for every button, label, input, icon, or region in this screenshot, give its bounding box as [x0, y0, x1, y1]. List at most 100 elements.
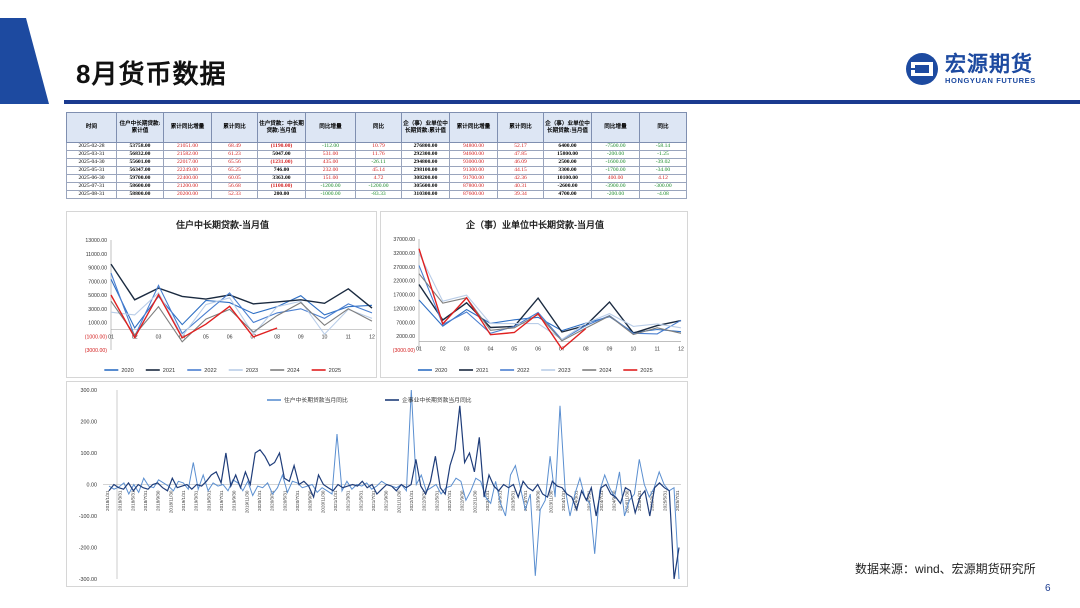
y-tick-label: 22000.00: [393, 279, 415, 285]
table-row: 2025-08-31 58800.00 20200.00 52.33 200.00 -10…: [66, 190, 687, 199]
table-cell: 4.72: [355, 174, 402, 183]
x-tick-label: 2018/7/31: [143, 490, 148, 511]
x-tick-label: 2023/5/31: [510, 490, 515, 511]
table-cell: 200.00: [257, 190, 306, 199]
x-tick-label: 2024/1/31: [561, 490, 566, 511]
legend-label-2020: 2020: [121, 368, 133, 374]
table-cell: 435.00: [305, 158, 356, 167]
data-source-note: 数据来源：wind、宏源期货研究所: [855, 562, 1036, 576]
chart-title: 企（事）业单位中长期贷款-当月值: [465, 219, 604, 230]
x-tick-label: 05: [203, 334, 209, 340]
table-cell: 56.68: [211, 182, 258, 191]
table-row: 2025-04-30 55601.00 22017.00 65.56 (1231.00)…: [66, 158, 687, 167]
x-tick-label: 04: [488, 347, 494, 353]
x-tick-label: 2021/1/31: [333, 490, 338, 511]
y-tick-label: 1000.00: [88, 321, 107, 327]
table-cell: -34.00: [639, 166, 687, 175]
table-cell: 39.34: [497, 190, 544, 199]
table-header-8: 累计同比增量: [449, 112, 498, 143]
x-tick-label: 2018/3/31: [118, 490, 123, 511]
table-header-12: 同比: [639, 112, 687, 143]
table-cell: -200.00: [591, 190, 640, 199]
table-row: 2025-06-30 59700.00 22400.00 60.05 3363.00 15…: [66, 174, 687, 183]
x-tick-label: 2022/1/31: [409, 490, 414, 511]
y-tick-label: -200.00: [79, 546, 97, 552]
y-tick-label: 7000.00: [396, 320, 415, 326]
table-header-6: 同比: [355, 112, 402, 143]
table-cell: 21200.00: [163, 182, 212, 191]
x-tick-label: 2018/1/31: [105, 490, 110, 511]
x-tick-label: 12: [678, 347, 684, 353]
table-cell: 47.85: [497, 150, 544, 159]
table-cell: -1.25: [639, 150, 687, 159]
legend-label-2020: 2020: [435, 368, 447, 374]
table-header-0: 时间: [66, 112, 117, 143]
company-logo: 宏源期货 HONGYUAN FUTURES: [905, 52, 1036, 86]
table-cell: (1100.00): [257, 182, 306, 191]
table-cell: 298100.00: [401, 166, 450, 175]
table-cell: 22017.00: [163, 158, 212, 167]
x-tick-label: 2025/5/31: [662, 490, 667, 511]
table-cell: -1200.00: [355, 182, 402, 191]
x-tick-label: 2023/1/31: [485, 490, 490, 511]
x-tick-label: 2024/11/30: [624, 490, 629, 513]
table-header-row: 时间 住户中长期贷款:累计值 累计同比增量 累计同比 住户贷款：中长期贷款:当月值 同比增…: [66, 112, 687, 143]
table-cell: 60.05: [211, 174, 258, 183]
page-title: 8月货币数据: [76, 59, 227, 89]
table-cell: 53758.00: [116, 142, 164, 151]
chart-title: 住户中长期贷款-当月值: [176, 219, 269, 230]
table-cell: 68.49: [211, 142, 258, 151]
x-tick-label: 12: [369, 334, 375, 340]
y-tick-label: 100.00: [81, 451, 98, 457]
table-cell: 65.25: [211, 166, 258, 175]
table-cell: 531.00: [305, 150, 356, 159]
table-cell: 21051.00: [163, 142, 212, 151]
table-cell: 42.36: [497, 174, 544, 183]
y-tick-label: 9000.00: [88, 266, 107, 272]
table-cell: 3363.00: [257, 174, 306, 183]
x-tick-label: 2022/5/31: [434, 490, 439, 511]
table-cell: -112.00: [305, 142, 356, 151]
table-cell: -200.00: [591, 150, 640, 159]
table-cell: -2600.00: [543, 182, 592, 191]
x-tick-label: 01: [416, 347, 422, 353]
table-cell: -58.14: [639, 142, 687, 151]
table-cell: 94600.00: [449, 150, 498, 159]
table-cell: 52.33: [211, 190, 258, 199]
table-header-5: 同比增量: [305, 112, 356, 143]
x-tick-label: 11: [654, 347, 659, 353]
x-tick-label: 2023/9/30: [536, 490, 541, 511]
table-cell: 40.31: [497, 182, 544, 191]
table-cell: 2025-04-30: [66, 158, 117, 167]
table-cell: 58600.00: [116, 182, 164, 191]
table-header-4: 住户贷款：中长期贷款:当月值: [257, 112, 306, 143]
table-cell: 21582.00: [163, 150, 212, 159]
x-tick-label: 2018/9/30: [156, 490, 161, 511]
table-cell: (1190.00): [257, 142, 306, 151]
table-cell: 65.56: [211, 158, 258, 167]
table-cell: -39.02: [639, 158, 687, 167]
table-header-9: 累计同比: [497, 112, 544, 143]
table-cell: -1700.00: [591, 166, 640, 175]
table-cell: 310300.00: [401, 190, 450, 199]
chart-panel-yoy: 300.00 200.00 100.00 0.00 -100.00 -200.00 -300…: [66, 381, 688, 587]
x-tick-label: 2021/3/31: [346, 490, 351, 511]
household-loan-chart: 住户中长期贷款-当月值 13000.00 11000.00 9000.00 7000.0…: [85, 219, 375, 374]
x-tick-label: 2021/9/30: [384, 490, 389, 511]
table-cell: 292300.00: [401, 150, 450, 159]
table-cell: -83.33: [355, 190, 402, 199]
x-tick-label: 2018/5/31: [130, 490, 135, 511]
series-line-2025: [110, 293, 278, 340]
table-cell: 11.76: [355, 150, 402, 159]
table-cell: 308200.00: [401, 174, 450, 183]
table-cell: 10100.00: [543, 174, 592, 183]
legend-label-2024: 2024: [287, 368, 299, 374]
y-tick-label: 37000.00: [393, 237, 415, 243]
table-cell: 87800.00: [449, 182, 498, 191]
table-cell: 10.79: [355, 142, 402, 151]
table-cell: 2025-03-31: [66, 150, 117, 159]
x-tick-label: 2025/7/31: [675, 490, 680, 511]
series-line-2023: [110, 292, 373, 338]
x-tick-label: 2018/11/30: [168, 490, 173, 513]
table-cell: -7500.00: [591, 142, 640, 151]
